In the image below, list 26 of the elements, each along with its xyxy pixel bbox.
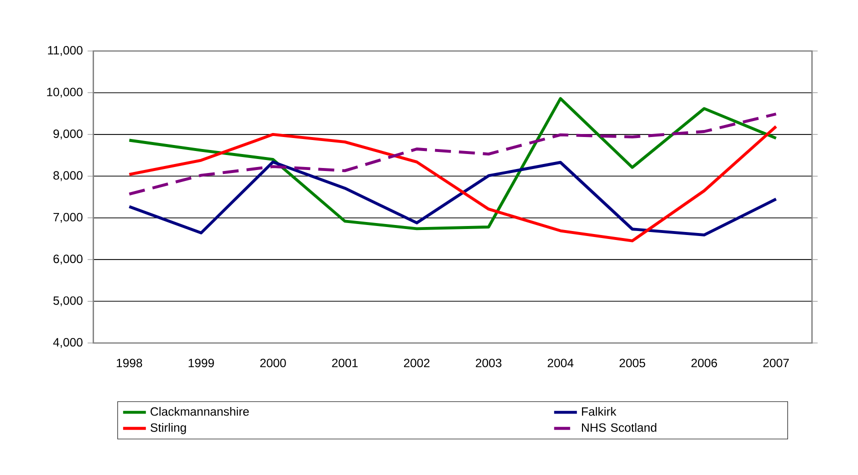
legend-label: NHS Scotland xyxy=(582,423,656,432)
x-tick-label: 1999 xyxy=(188,358,214,368)
y-tick-label: 11,000 xyxy=(48,46,82,56)
x-tick-label: 2007 xyxy=(763,358,789,368)
legend-label: Clackmannanshire xyxy=(150,406,249,416)
x-tick-label: 2004 xyxy=(548,358,574,368)
y-tick-label: 8,000 xyxy=(53,171,82,182)
legend-label: Falkirk xyxy=(582,406,616,416)
x-tick-label: 1998 xyxy=(116,358,142,368)
line-series xyxy=(128,160,778,236)
line-series xyxy=(128,112,778,196)
y-tick-label: 9,000 xyxy=(53,129,82,140)
y-tick-label: 10,000 xyxy=(47,88,82,98)
y-tick-label: 6,000 xyxy=(54,254,82,265)
legend-label: Stirling xyxy=(150,423,186,434)
x-tick-label: 2003 xyxy=(476,358,502,368)
line-series xyxy=(128,97,778,230)
line-series xyxy=(128,125,778,242)
x-tick-label: 2001 xyxy=(332,358,358,368)
y-tick-label: 5,000 xyxy=(53,296,82,306)
x-tick-label: 2000 xyxy=(260,358,286,368)
x-tick-label: 2005 xyxy=(620,358,646,368)
x-tick-label: 2006 xyxy=(691,358,718,368)
y-tick-label: 7,000 xyxy=(54,212,82,223)
x-tick-label: 2002 xyxy=(404,358,430,368)
y-tick-label: 4,000 xyxy=(53,338,82,348)
